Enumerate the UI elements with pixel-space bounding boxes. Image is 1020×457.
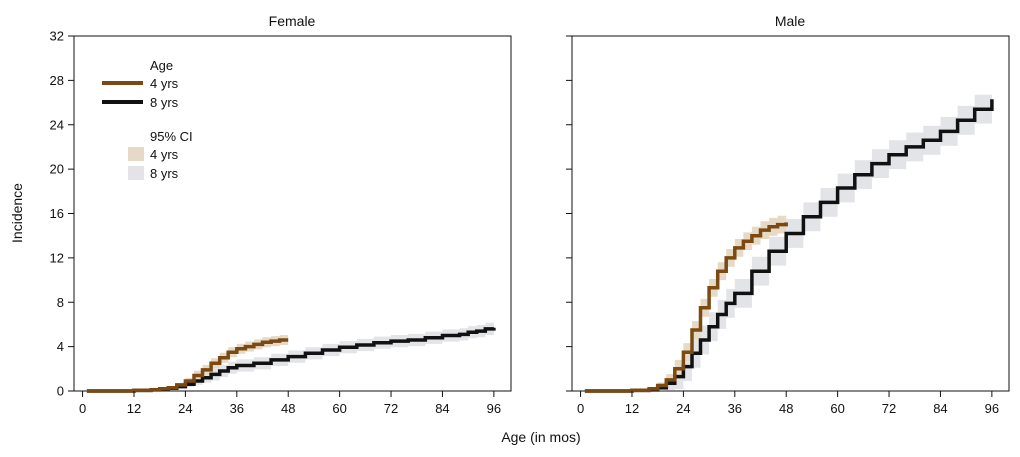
legend-label-8yrs: 8 yrs: [150, 95, 179, 110]
female-y-tick-label-8: 8: [57, 295, 64, 310]
female-x-tick-label-48: 48: [281, 401, 295, 416]
female-y-tick-label-32: 32: [50, 29, 64, 44]
legend-ci-label-4yrs: 4 yrs: [150, 147, 179, 162]
male-x-tick-label-36: 36: [728, 401, 742, 416]
x-axis-title: Age (in mos): [501, 429, 580, 445]
male-x-tick-label-72: 72: [882, 401, 896, 416]
female-x-tick-label-84: 84: [435, 401, 449, 416]
female-y-tick-label-12: 12: [50, 250, 64, 265]
male-x-tick-label-0: 0: [577, 401, 584, 416]
female-panel-title: Female: [269, 13, 316, 29]
female-x-tick-label-96: 96: [487, 401, 501, 416]
ci-bands-layer: [86, 84, 992, 392]
male-panel-title: Male: [775, 13, 806, 29]
legend-ci-label-8yrs: 8 yrs: [150, 166, 179, 181]
male-series-line-4yrs: [584, 222, 788, 393]
legend-ci-swatch-8yrs: [128, 166, 144, 180]
female-x-tick-label-0: 0: [79, 401, 86, 416]
series-lines-layer: [86, 99, 994, 393]
legend-ci-title: 95% CI: [150, 129, 193, 144]
male-x-tick-label-48: 48: [779, 401, 793, 416]
legend-age-title: Age: [150, 58, 173, 73]
female-x-tick-label-24: 24: [178, 401, 192, 416]
male-x-tick-label-96: 96: [985, 401, 999, 416]
male-ci-band-8yrs: [584, 84, 992, 392]
female-series-line-4yrs: [86, 338, 289, 393]
male-series-line-8yrs: [584, 99, 994, 393]
female-x-tick-label-60: 60: [332, 401, 346, 416]
female-x-tick-label-12: 12: [127, 401, 141, 416]
y-axis-title: Incidence: [9, 183, 25, 243]
female-y-tick-label-20: 20: [50, 162, 64, 177]
legend-label-4yrs: 4 yrs: [150, 76, 179, 91]
male-x-tick-label-24: 24: [676, 401, 690, 416]
male-x-tick-label-60: 60: [830, 401, 844, 416]
legend: Age 4 yrs 8 yrs 95% CI 4 yrs 8 yrs: [102, 58, 193, 181]
female-y-tick-label-4: 4: [57, 339, 64, 354]
female-y-tick-label-0: 0: [57, 384, 64, 399]
male-x-tick-label-12: 12: [625, 401, 639, 416]
female-y-tick-label-16: 16: [50, 206, 64, 221]
male-panel-frame: [571, 35, 1010, 392]
male-x-tick-label-84: 84: [933, 401, 947, 416]
female-x-tick-label-72: 72: [384, 401, 398, 416]
female-x-tick-label-36: 36: [230, 401, 244, 416]
female-y-tick-label-24: 24: [50, 117, 64, 132]
legend-ci-swatch-4yrs: [128, 147, 144, 161]
female-y-tick-label-28: 28: [50, 73, 64, 88]
